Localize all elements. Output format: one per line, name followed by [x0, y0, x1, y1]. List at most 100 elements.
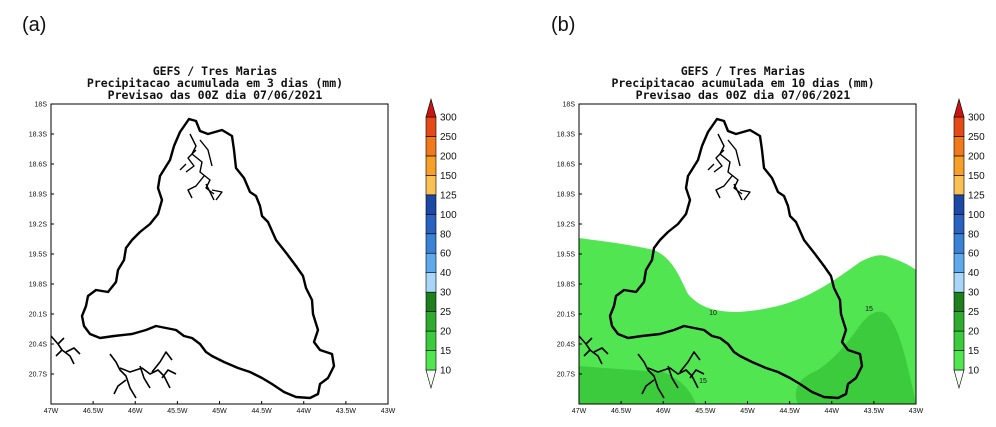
colorbar-label: 10 — [968, 366, 980, 377]
colorbar-bin — [953, 330, 965, 351]
river-south-outline — [109, 351, 177, 399]
colorbar-label: 60 — [968, 249, 980, 260]
shade-15-20-west — [579, 366, 696, 404]
colorbar-bin — [953, 155, 965, 176]
x-tick-label: 46.5W — [611, 408, 632, 415]
colorbar-bin — [953, 116, 965, 137]
chart-title-line: GEFS / Tres Marias — [153, 64, 278, 78]
chart-title-line: Previsao das 00Z dia 07/06/2021 — [108, 88, 323, 102]
colorbar-label: 125 — [440, 190, 457, 201]
colorbar-label: 125 — [968, 190, 985, 201]
y-tick-label: 20.4S — [29, 342, 48, 349]
colorbar-bin — [953, 369, 965, 390]
colorbar-label: 30 — [968, 288, 980, 299]
colorbar-label: 20 — [968, 327, 980, 338]
x-tick-label: 44W — [297, 408, 312, 415]
reservoir-outline — [179, 133, 223, 201]
colorbar-bin — [953, 311, 965, 332]
colorbar-bin — [953, 194, 965, 215]
river-west-outline — [578, 335, 609, 365]
x-tick-label: 44.5W — [252, 408, 273, 415]
colorbar-bin — [425, 214, 437, 235]
colorbar-bin — [425, 194, 437, 215]
x-tick-label: 44W — [825, 408, 840, 415]
colorbar-bin — [425, 116, 437, 137]
y-tick-label: 19.8S — [29, 282, 48, 289]
x-tick-label: 43W — [909, 408, 924, 415]
x-tick-label: 45.5W — [167, 408, 188, 415]
colorbar-bin — [425, 350, 437, 371]
x-tick-label: 44.5W — [780, 408, 801, 415]
chart-title-line: GEFS / Tres Marias — [681, 64, 806, 78]
precip-shading — [579, 238, 916, 404]
colorbar-bin — [425, 233, 437, 254]
x-tick-label: 45.5W — [695, 408, 716, 415]
reservoir-outline — [707, 133, 751, 201]
colorbar-label: 250 — [968, 132, 985, 143]
y-tick-label: 18.6S — [29, 162, 48, 169]
colorbar-bin — [953, 175, 965, 196]
colorbar-bin — [953, 272, 965, 293]
colorbar-bin — [425, 330, 437, 351]
colorbar-label: 150 — [968, 171, 985, 182]
x-tick-label: 43.5W — [336, 408, 357, 415]
y-tick-label: 18S — [563, 102, 576, 109]
panel-label-b: (b) — [551, 14, 576, 36]
x-tick-label: 46.5W — [83, 408, 104, 415]
colorbar-bin — [425, 97, 437, 118]
watershed-outline — [608, 117, 864, 400]
colorbar-label: 60 — [440, 249, 452, 260]
y-tick-label: 19.5S — [29, 252, 48, 259]
y-tick-label: 20.7S — [29, 372, 48, 379]
colorbar-bin — [953, 252, 965, 273]
colorbar-bin — [425, 155, 437, 176]
x-tick-label: 47W — [44, 408, 59, 415]
chart-title-line: Previsao das 00Z dia 07/06/2021 — [636, 88, 851, 102]
y-tick-label: 19.5S — [557, 252, 576, 259]
colorbar-bin — [953, 350, 965, 371]
y-tick-label: 20.4S — [557, 342, 576, 349]
colorbar-label: 80 — [440, 229, 452, 240]
shade-15-20-east — [795, 311, 916, 404]
colorbar-label: 10 — [440, 366, 452, 377]
chart-title-line: Precipitacao acumulada em 3 dias (mm) — [87, 76, 343, 90]
y-tick-label: 18.9S — [29, 192, 48, 199]
colorbar-label: 15 — [968, 346, 980, 357]
contour-label: 15 — [699, 378, 707, 385]
colorbar-label: 80 — [968, 229, 980, 240]
colorbar-label: 25 — [440, 307, 452, 318]
colorbar-label: 250 — [440, 132, 457, 143]
x-tick-label: 46W — [656, 408, 671, 415]
colorbar: 10 15 20 25 30 40 60 80 100 125 150 200 250 300 — [953, 97, 985, 390]
x-tick-label: 43W — [381, 408, 396, 415]
colorbar-label: 200 — [440, 151, 457, 162]
panel-label-a: (a) — [22, 14, 47, 36]
colorbar-label: 30 — [440, 288, 452, 299]
watershed-outline — [80, 117, 336, 400]
x-tick-label: 43.5W — [864, 408, 885, 415]
x-tick-label: 45W — [212, 408, 227, 415]
y-tick-label: 20.1S — [29, 312, 48, 319]
y-tick-label: 18.6S — [557, 162, 576, 169]
x-tick-label: 45W — [740, 408, 755, 415]
colorbar-bin — [953, 214, 965, 235]
contour-label: 15 — [865, 306, 873, 313]
y-tick-label: 18.3S — [29, 132, 48, 139]
colorbar-bin — [425, 252, 437, 273]
colorbar-label: 200 — [968, 151, 985, 162]
colorbar-label: 100 — [440, 210, 457, 221]
y-tick-label: 18S — [35, 102, 48, 109]
colorbar-label: 15 — [440, 346, 452, 357]
y-tick-label: 20.1S — [557, 312, 576, 319]
colorbar-label: 25 — [968, 307, 980, 318]
y-tick-label: 18.9S — [557, 192, 576, 199]
colorbar-bin — [425, 369, 437, 390]
y-tick-label: 19.2S — [557, 222, 576, 229]
colorbar-label: 150 — [440, 171, 457, 182]
river-west-outline — [50, 335, 81, 365]
colorbar-bin — [425, 272, 437, 293]
x-tick-label: 46W — [128, 408, 143, 415]
